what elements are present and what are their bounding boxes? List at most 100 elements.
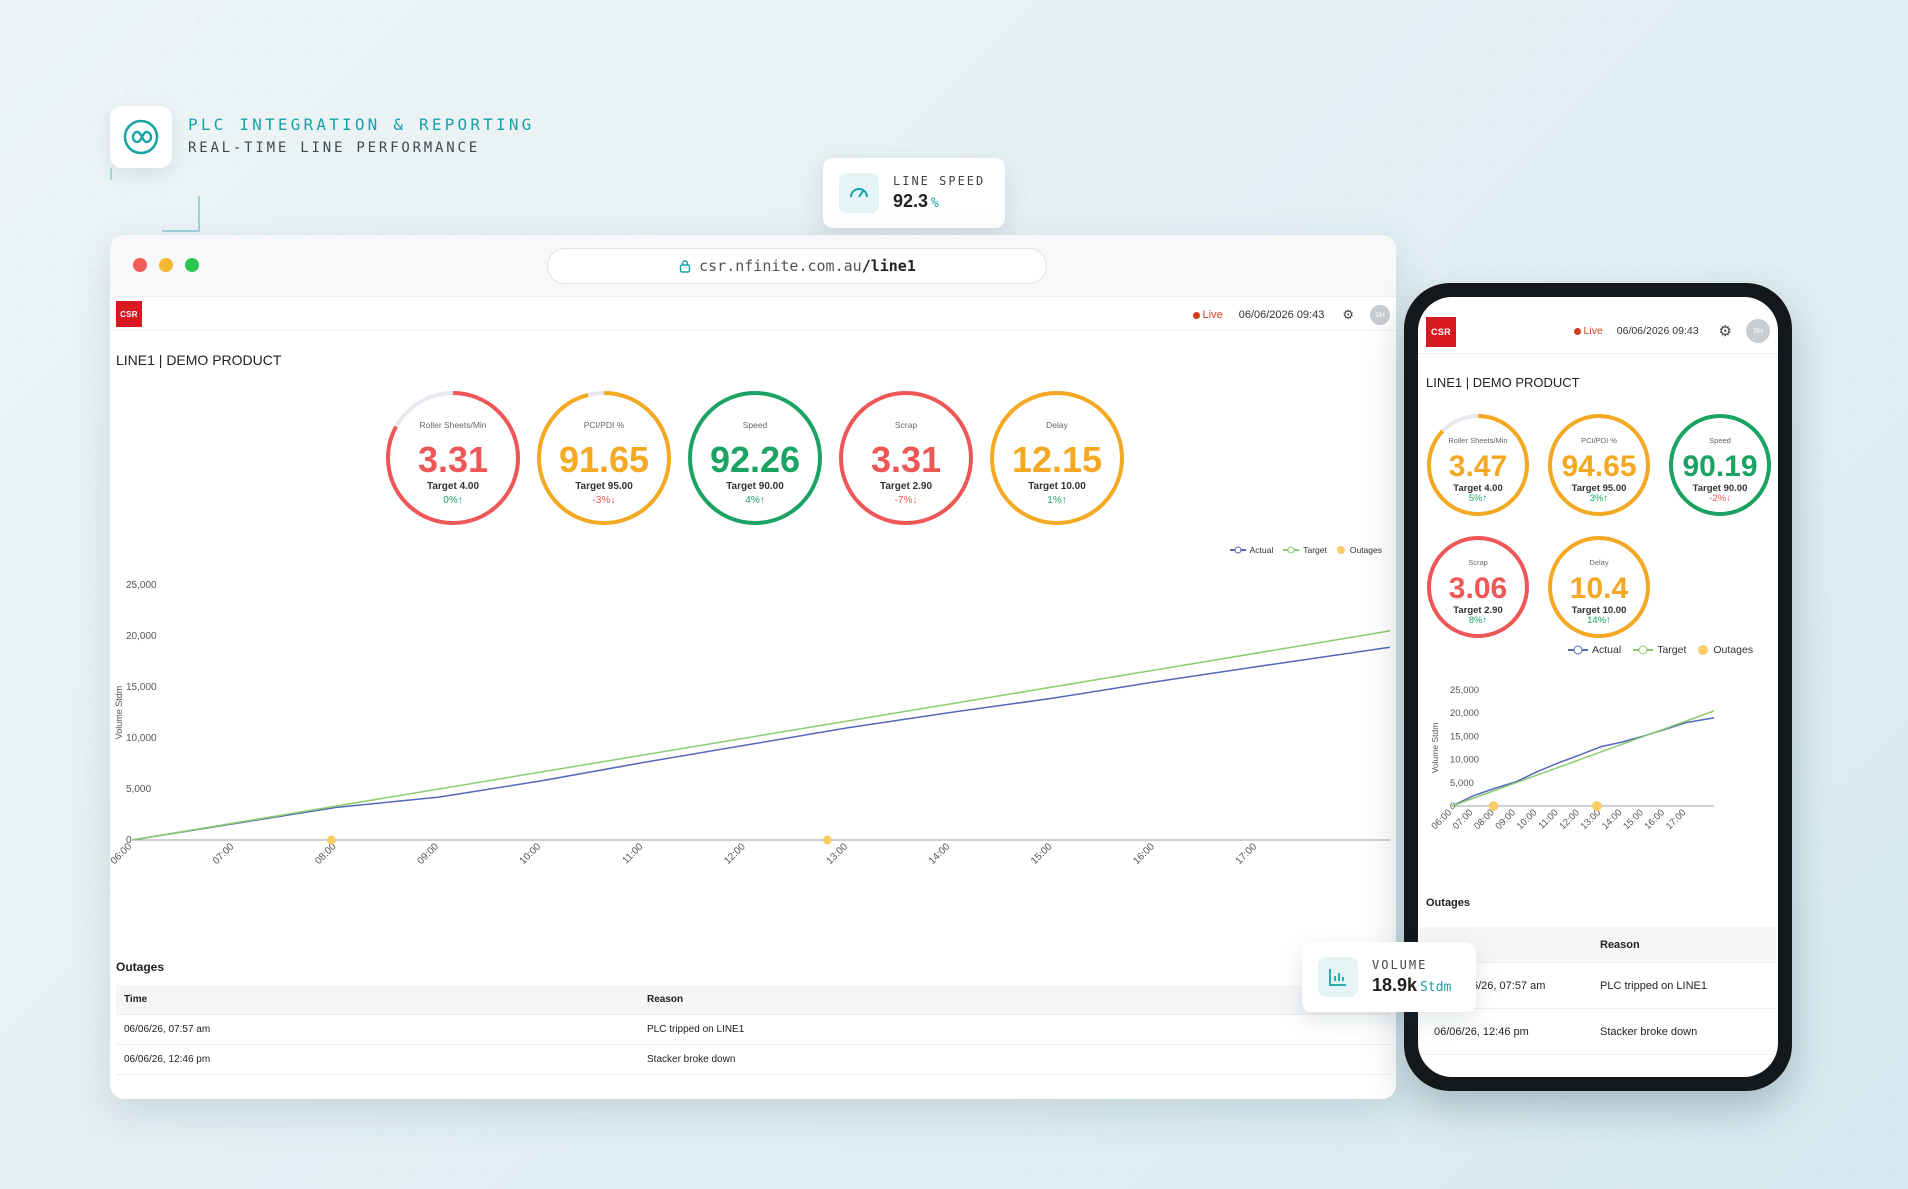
gear-icon[interactable]: ⚙ — [1718, 323, 1732, 340]
gauge-target: Target 95.00 — [1571, 482, 1627, 494]
table-row[interactable]: 6/26, 07:57 am PLC tripped on LINE1 — [1420, 963, 1776, 1009]
csr-logo: CSR — [116, 301, 142, 327]
kpi-gauge-delay[interactable]: Delay 12.15 Target 10.00 1%↑ — [989, 390, 1125, 526]
outage-reason: Stacker broke down — [647, 1054, 736, 1065]
live-status: Live — [1583, 325, 1603, 337]
arrow-up-icon: ↑ — [457, 494, 463, 506]
gauge-target: Target 90.00 — [1692, 482, 1748, 494]
gauge-target: Target 95.00 — [575, 481, 633, 493]
gauge-label: Scrap — [1468, 557, 1488, 567]
y-axis-label: Volume Stdm — [1430, 723, 1440, 774]
legend-target-label: Target — [1303, 545, 1327, 555]
phone-screen: CSR Live 06/06/2026 09:43 ⚙ SH LINE1 | D… — [1418, 297, 1778, 1077]
y-tick-label: 25,000 — [126, 580, 157, 591]
arrow-down-icon: ↓ — [1726, 493, 1731, 505]
y-tick-label: 5,000 — [126, 784, 151, 795]
gauge-delta-value: 8% — [1468, 615, 1483, 627]
x-tick-label: 12:00 — [722, 841, 748, 867]
x-tick-label: 09:00 — [1493, 807, 1518, 832]
outages-table-mobile: Reason 6/26, 07:57 am PLC tripped on LIN… — [1420, 927, 1776, 1055]
gauge-target: Target 90.00 — [726, 481, 784, 493]
gauge-delta: 0%↑ — [385, 495, 521, 506]
column-header-reason: Reason — [647, 994, 684, 1005]
gear-icon[interactable]: ⚙ — [1342, 307, 1354, 322]
gauge-ring — [386, 391, 520, 525]
kpi-gauge-pci-pdi[interactable]: PCI/PDI % 91.65 Target 95.00 -3%↓ — [536, 390, 672, 526]
legend-actual[interactable]: Actual — [1229, 545, 1273, 555]
gauge-delta: 3%↑ — [1547, 493, 1651, 504]
x-tick-label: 11:00 — [1537, 807, 1561, 831]
gauge-ring — [1427, 536, 1529, 638]
gauge-label: Scrap — [894, 419, 918, 430]
outages-title: Outages — [1426, 897, 1471, 909]
arrow-down-icon: ↓ — [610, 494, 616, 506]
gauge-value: 3.06 — [1448, 572, 1508, 606]
bar-chart-icon — [1318, 957, 1358, 997]
page-title: LINE1 | DEMO PRODUCT — [1426, 375, 1580, 390]
live-indicator-dot — [1573, 327, 1581, 335]
kpi-gauge-speed[interactable]: Speed 92.26 Target 90.00 4%↑ — [687, 390, 823, 526]
outage-time: 6/26, 07:57 am — [1472, 979, 1546, 992]
table-row[interactable]: 06/06/26, 12:46 pm Stacker broke down — [116, 1045, 1390, 1075]
x-tick-label: 08:00 — [313, 841, 339, 867]
avatar[interactable]: SH — [1370, 305, 1390, 325]
close-window-button[interactable] — [133, 258, 147, 272]
legend-target[interactable]: Target — [1633, 644, 1686, 656]
kpi-gauge-speed[interactable]: Speed 90.19 Target 90.00 -2%↓ — [1668, 413, 1772, 517]
url-path: /line1 — [861, 257, 916, 275]
table-row[interactable]: 06/06/26, 07:57 am PLC tripped on LINE1 — [116, 1015, 1390, 1045]
gauge-value: 91.65 — [558, 438, 650, 480]
outage-time: 06/06/26, 12:46 pm — [124, 1054, 211, 1065]
gauge-ring — [1427, 414, 1529, 516]
gauge-delta-value: 4% — [745, 494, 760, 506]
gauge-progress — [1427, 414, 1529, 516]
kpi-gauge-pci-pdi[interactable]: PCI/PDI % 94.65 Target 95.00 3%↑ — [1547, 413, 1651, 517]
legend-outages-label: Outages — [1713, 644, 1754, 656]
outage-reason: PLC tripped on LINE1 — [647, 1024, 745, 1035]
gauge-progress — [839, 391, 973, 525]
gauge-ring — [537, 391, 671, 525]
minimize-window-button[interactable] — [159, 258, 173, 272]
maximize-window-button[interactable] — [185, 258, 199, 272]
gauge-delta-value: -7% — [894, 494, 913, 506]
outages-title: Outages — [116, 960, 165, 974]
legend-target[interactable]: Target — [1283, 545, 1327, 555]
kpi-gauge-roller-sheets-min[interactable]: Roller Sheets/Min 3.47 Target 4.00 5%↑ — [1426, 413, 1530, 517]
app-header: CSR Live 06/06/2026 09:43 ⚙ SH — [110, 297, 1396, 331]
arrow-up-icon: ↑ — [759, 494, 765, 506]
kpi-gauge-delay[interactable]: Delay 10.4 Target 10.00 14%↑ — [1547, 535, 1651, 639]
kpi-gauge-scrap[interactable]: Scrap 3.31 Target 2.90 -7%↓ — [838, 390, 974, 526]
gauge-target: Target 10.00 — [1571, 604, 1627, 616]
url-host: csr.nfinite.com.au — [699, 257, 862, 275]
y-tick-label: 20,000 — [1450, 708, 1479, 719]
outages-table: Time Reason 06/06/26, 07:57 am PLC tripp… — [116, 985, 1390, 1075]
gauge-delta: 8%↑ — [1426, 615, 1530, 626]
gauge-ring — [1669, 414, 1771, 516]
outage-point — [326, 835, 336, 845]
outage-point — [1591, 801, 1602, 811]
gauge-target: Target 2.90 — [879, 481, 933, 493]
browser-window: csr.nfinite.com.au/line1 CSR Live 06/06/… — [110, 235, 1396, 1099]
gauge-value: 3.31 — [417, 438, 489, 480]
legend-outages[interactable]: Outages — [1336, 545, 1382, 555]
kpi-gauge-scrap[interactable]: Scrap 3.06 Target 2.90 8%↑ — [1426, 535, 1530, 639]
outage-point — [1488, 801, 1499, 811]
gauge-value: 94.65 — [1561, 450, 1637, 484]
outage-point — [822, 835, 832, 845]
outage-time: 06/06/26, 12:46 pm — [1434, 1025, 1529, 1038]
volume-card: VOLUME 18.9k Stdm — [1302, 942, 1476, 1012]
mobile-header-divider — [1418, 353, 1778, 354]
gauge-label: Roller Sheets/Min — [1448, 435, 1508, 445]
gauge-delta-value: -3% — [592, 494, 611, 506]
gauge-progress — [1548, 414, 1650, 516]
url-bar[interactable]: csr.nfinite.com.au/line1 — [547, 248, 1047, 284]
x-tick-label: 13:00 — [1579, 807, 1604, 832]
legend-outages[interactable]: Outages — [1698, 644, 1753, 656]
kpi-gauge-roller-sheets-min[interactable]: Roller Sheets/Min 3.31 Target 4.00 0%↑ — [385, 390, 521, 526]
avatar[interactable]: SH — [1746, 319, 1770, 343]
y-tick-label: 15,000 — [1450, 731, 1479, 742]
line-speed-unit: % — [931, 196, 939, 211]
table-row[interactable]: 06/06/26, 12:46 pm Stacker broke down — [1420, 1009, 1776, 1055]
legend-actual[interactable]: Actual — [1568, 644, 1621, 656]
gauge-label: PCI/PDI % — [1581, 435, 1617, 445]
